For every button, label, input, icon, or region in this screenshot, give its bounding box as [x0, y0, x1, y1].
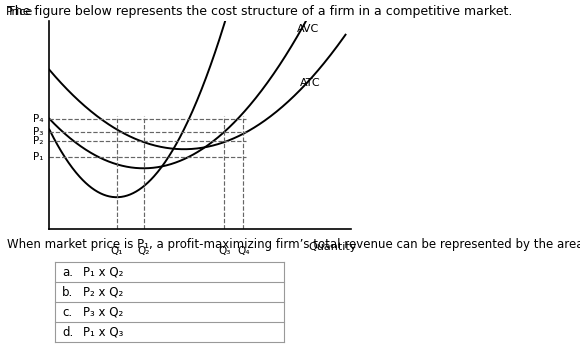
Text: c.: c.	[62, 306, 72, 319]
Text: The figure below represents the cost structure of a firm in a competitive market: The figure below represents the cost str…	[7, 5, 512, 18]
Text: P₂ x Q₂: P₂ x Q₂	[83, 286, 123, 299]
Text: Q₄: Q₄	[237, 246, 249, 256]
Text: P₁ x Q₂: P₁ x Q₂	[83, 265, 124, 279]
Text: Q₁: Q₁	[110, 246, 123, 256]
Text: P₂: P₂	[33, 136, 44, 146]
Text: When market price is P₁, a profit-maximizing firm’s total revenue can be represe: When market price is P₁, a profit-maximi…	[7, 238, 580, 251]
Text: AVC: AVC	[297, 24, 320, 34]
Text: Q₃: Q₃	[218, 246, 230, 256]
Text: P₃: P₃	[33, 127, 44, 137]
Text: P₄: P₄	[32, 114, 44, 124]
Text: P₃ x Q₂: P₃ x Q₂	[83, 306, 123, 319]
Text: d.: d.	[62, 326, 73, 339]
Text: Price: Price	[6, 7, 32, 17]
Text: Q₂: Q₂	[137, 246, 150, 256]
Text: P₁: P₁	[32, 152, 44, 162]
Text: a.: a.	[62, 265, 73, 279]
Text: b.: b.	[62, 286, 73, 299]
Text: Quantity: Quantity	[309, 242, 357, 252]
Text: P₁ x Q₃: P₁ x Q₃	[83, 326, 124, 339]
Text: ATC: ATC	[300, 77, 320, 87]
